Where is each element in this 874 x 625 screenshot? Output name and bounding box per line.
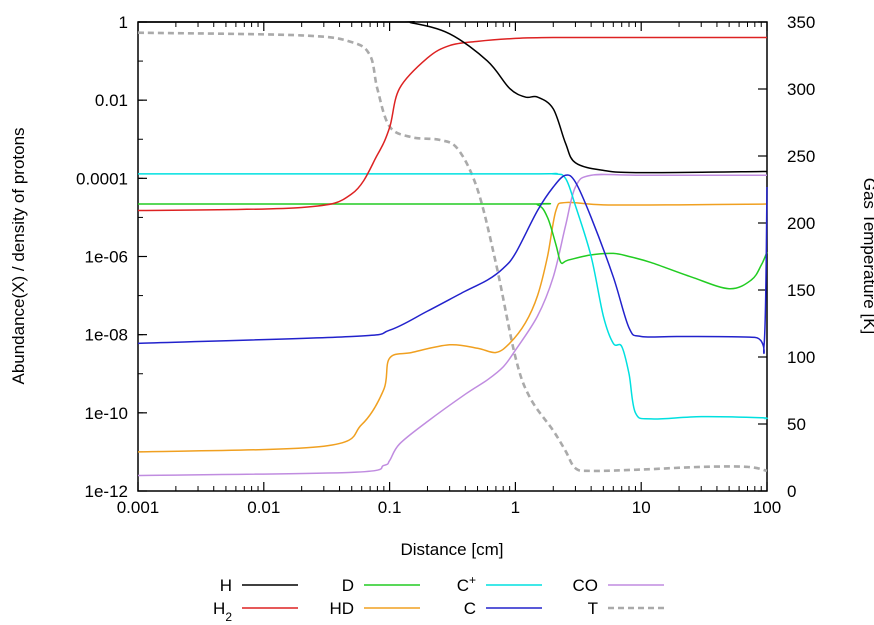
x-tick-label-1: 0.01 bbox=[247, 498, 280, 517]
y-tick-label-1: 0.01 bbox=[95, 91, 128, 110]
y-axis-title: Abundance(X) / density of protons bbox=[9, 127, 28, 384]
legend-label-6: CO bbox=[573, 576, 599, 595]
series-line-6 bbox=[137, 173, 767, 477]
legend-label-3: HD bbox=[329, 599, 354, 618]
y-tick-label-0: 1 bbox=[119, 13, 128, 32]
x-tick-label-0: 0.001 bbox=[117, 498, 160, 517]
series-layer bbox=[137, 21, 768, 477]
y2-tick-label-2: 250 bbox=[787, 147, 815, 166]
legend-label-2: D bbox=[342, 576, 354, 595]
series-line-3 bbox=[137, 201, 768, 453]
series-line-2 bbox=[137, 202, 768, 290]
y2-tick-label-5: 100 bbox=[787, 348, 815, 367]
series-line-7 bbox=[137, 31, 768, 473]
series-line-0 bbox=[137, 21, 768, 174]
y2-tick-label-3: 200 bbox=[787, 214, 815, 233]
x-tick-label-3: 1 bbox=[511, 498, 520, 517]
y2-axis-title: Gas Temperature [K] bbox=[860, 178, 874, 335]
legend-label-1: H2 bbox=[213, 599, 232, 624]
x-tick-label-2: 0.1 bbox=[378, 498, 402, 517]
legend-label-0: H bbox=[220, 576, 232, 595]
y2-tick-label-6: 50 bbox=[787, 415, 806, 434]
x-axis-title: Distance [cm] bbox=[401, 540, 504, 559]
legend-label-5: C bbox=[464, 599, 476, 618]
axis-ticks: 0.001 0.01 0.1 1 10 100 1 0.01 0.0001 1e-06 1e-08 1… bbox=[76, 13, 815, 517]
legend: H H2 D HD C+ C CO T bbox=[213, 573, 664, 624]
y2-tick-label-1: 300 bbox=[787, 80, 815, 99]
plot-frame bbox=[137, 21, 768, 492]
x-tick-label-5: 100 bbox=[753, 498, 781, 517]
series-line-1 bbox=[137, 36, 767, 212]
series-line-5 bbox=[137, 174, 768, 354]
y2-tick-label-0: 350 bbox=[787, 13, 815, 32]
x-tick-label-4: 10 bbox=[632, 498, 651, 517]
y-tick-label-4: 1e-08 bbox=[85, 326, 128, 345]
y2-tick-label-4: 150 bbox=[787, 281, 815, 300]
series-line-4 bbox=[138, 172, 768, 420]
y-tick-label-6: 1e-12 bbox=[85, 482, 128, 501]
legend-label-7: T bbox=[588, 599, 598, 618]
legend-label-4: C+ bbox=[457, 573, 476, 595]
y-tick-label-2: 0.0001 bbox=[76, 169, 128, 188]
y-tick-label-3: 1e-06 bbox=[85, 248, 128, 267]
y-tick-label-5: 1e-10 bbox=[85, 404, 128, 423]
y2-tick-label-7: 0 bbox=[787, 482, 796, 501]
